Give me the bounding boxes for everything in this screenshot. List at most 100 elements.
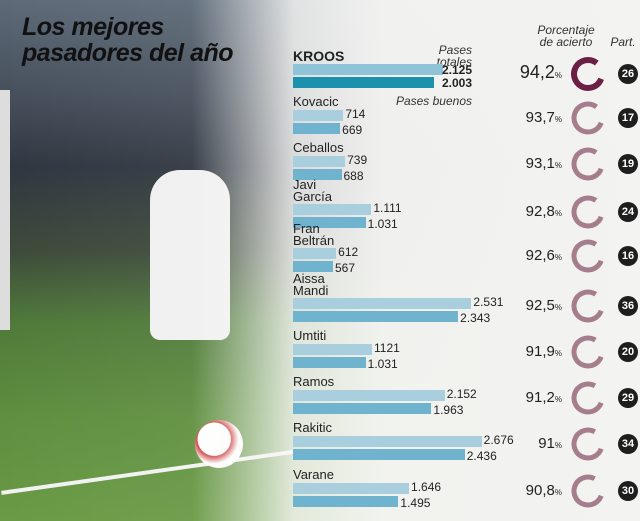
matches-badge: 36 — [618, 296, 638, 316]
value-good: 1.031 — [367, 217, 398, 231]
percent-unit: % — [554, 349, 562, 358]
title-line-2: pasadores del año — [22, 39, 234, 67]
bar-good — [293, 449, 465, 460]
percent-value: 91,2 — [525, 389, 555, 406]
bar-good — [293, 169, 342, 180]
value-total: 2.676 — [483, 433, 514, 447]
value-total: 714 — [345, 107, 366, 121]
matches-badge: 34 — [618, 434, 638, 454]
percent-value: 93,1 — [525, 155, 555, 172]
value-good: 1.963 — [433, 403, 464, 417]
percent-unit: % — [554, 115, 562, 124]
percent-unit: % — [554, 71, 562, 80]
percent-label: 92,5% — [526, 298, 562, 316]
value-total: 1.646 — [411, 480, 442, 494]
bar-good — [293, 357, 366, 368]
player-row: Javi García 1.111 1.031 92,8% 24 — [0, 178, 640, 235]
player-name: KROOS — [293, 48, 345, 64]
accuracy-ring — [571, 195, 605, 229]
value-good: 2.436 — [466, 449, 497, 463]
ring-arc — [571, 239, 605, 273]
player-name: Ramos — [293, 374, 335, 389]
value-good: 2.343 — [460, 311, 491, 325]
bar-total — [293, 483, 410, 494]
bar-total — [293, 390, 445, 401]
value-total: 2.531 — [473, 295, 504, 309]
player-name: Varane — [293, 467, 334, 482]
percent-unit: % — [554, 395, 562, 404]
player-row: KROOS 2.125 2.003 94,2% 26 — [0, 48, 640, 97]
value-good: 688 — [343, 169, 364, 183]
accuracy-ring — [571, 239, 605, 273]
legend-good: Pases buenos — [395, 94, 472, 108]
bar-total — [293, 110, 344, 121]
percent-value: 92,5 — [525, 297, 555, 314]
player-name: Ceballos — [293, 140, 344, 155]
player-name: Fran Beltrán — [293, 221, 335, 248]
percent-value: 90,8 — [525, 482, 555, 499]
accuracy-ring — [571, 289, 605, 323]
bar-total — [293, 436, 482, 447]
accuracy-ring — [571, 335, 605, 369]
player-name: Kovacic — [293, 94, 339, 109]
matches-badge: 16 — [618, 246, 638, 266]
bar-total — [293, 156, 346, 167]
percent-label: 92,8% — [526, 204, 562, 222]
player-row: Umtiti 1121 1.031 91,9% 20 — [0, 329, 640, 375]
percent-value: 92,8 — [525, 203, 555, 220]
percent-value: 91,9 — [525, 343, 555, 360]
bar-good — [293, 217, 366, 228]
value-good: 1.495 — [400, 496, 431, 510]
percent-label: 93,7% — [526, 110, 562, 128]
matches-badge: 17 — [618, 108, 638, 128]
ring-arc — [571, 474, 605, 508]
accuracy-ring — [571, 474, 605, 508]
accuracy-ring — [571, 381, 605, 415]
value-good: 1.031 — [367, 357, 398, 371]
player-name: Aissa Mandi — [293, 271, 329, 298]
percent-value: 91 — [538, 435, 555, 452]
percent-unit: % — [554, 209, 562, 218]
player-row: Kovacic 714 669 93,7% 17 — [0, 95, 640, 141]
player-name: Umtiti — [293, 328, 327, 343]
percent-value: 94,2 — [519, 62, 555, 82]
bar-total — [293, 344, 373, 355]
ring-arc — [571, 427, 605, 461]
ring-arc — [571, 101, 605, 135]
header-matches: Part. — [610, 35, 636, 49]
percent-value: 93,7 — [525, 109, 555, 126]
matches-badge: 26 — [618, 64, 638, 84]
percent-unit: % — [554, 161, 562, 170]
percent-label: 91,2% — [526, 390, 562, 408]
bar-good — [293, 311, 459, 322]
header-percent-2: de acierto — [539, 35, 593, 49]
player-row: Rakitic 2.676 2.436 91% 34 — [0, 421, 640, 467]
percent-label: 91% — [538, 436, 562, 454]
value-total: 612 — [338, 245, 359, 259]
value-good: 2.003 — [441, 76, 472, 90]
matches-badge: 29 — [618, 388, 638, 408]
percent-value: 92,6 — [525, 247, 555, 264]
percent-label: 93,1% — [526, 156, 562, 174]
player-name: Javi García — [293, 177, 333, 204]
percent-label: 92,6% — [526, 248, 562, 266]
percent-unit: % — [554, 488, 562, 497]
ring-arc — [571, 57, 605, 91]
header-percent: Porcentaje de acierto — [530, 24, 602, 48]
player-row: Varane 1.646 1.495 90,8% 30 — [0, 468, 640, 514]
bar-total — [293, 248, 337, 259]
percent-label: 94,2% — [519, 62, 562, 84]
ring-arc — [571, 195, 605, 229]
bar-good — [293, 403, 432, 414]
legend-total: Pases totales — [436, 43, 472, 69]
matches-badge: 30 — [618, 481, 638, 501]
player-row: Ceballos 739 688 93,1% 19 — [0, 141, 640, 187]
bar-total — [293, 64, 443, 75]
accuracy-ring — [571, 101, 605, 135]
ring-arc — [571, 289, 605, 323]
value-total: 1121 — [374, 341, 400, 355]
bar-good — [293, 77, 435, 88]
player-row: Ramos 2.152 1.963 91,2% 29 — [0, 375, 640, 421]
bar-total — [293, 298, 472, 309]
percent-unit: % — [554, 441, 562, 450]
